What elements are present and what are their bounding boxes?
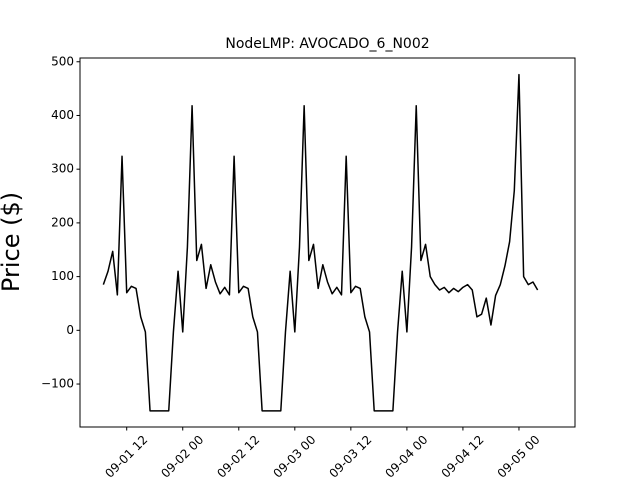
y-axis-label: Price ($) [0, 192, 25, 292]
y-tick-label: 0 [66, 323, 74, 337]
x-tick-label: 09-04 00 [383, 433, 431, 480]
y-tick-label: 200 [51, 215, 74, 229]
x-tick-label: 09-05 00 [495, 433, 543, 480]
x-tick-label: 09-04 12 [439, 433, 487, 480]
y-tick-label: 500 [51, 54, 74, 68]
y-tick-label: 100 [51, 269, 74, 283]
x-tick-label: 09-02 00 [158, 433, 206, 480]
x-tick-label: 09-03 12 [326, 433, 374, 480]
y-tick-label: −100 [41, 377, 74, 391]
x-tick-label: 09-02 12 [214, 433, 262, 480]
y-tick-label: 400 [51, 108, 74, 122]
x-tick-label: 09-01 12 [102, 433, 150, 480]
chart-title: NodeLMP: AVOCADO_6_N002 [225, 36, 429, 52]
x-tick-label: 09-03 00 [270, 433, 318, 480]
plot-frame [79, 57, 576, 428]
price-line [102, 73, 539, 412]
y-tick-label: 300 [51, 162, 74, 176]
